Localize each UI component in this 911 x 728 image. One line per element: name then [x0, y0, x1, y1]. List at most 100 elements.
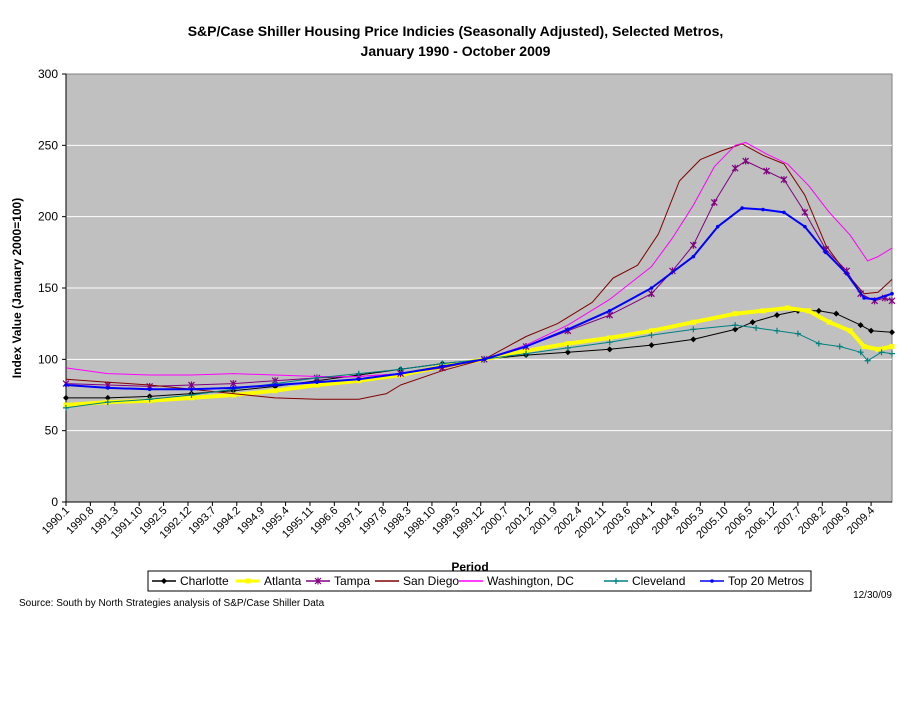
data-point-top-20-metros: [862, 296, 866, 300]
legend-label-charlotte: Charlotte: [180, 574, 229, 588]
data-point-top-20-metros: [844, 271, 849, 276]
source-note: Source: South by North Strategies analys…: [19, 598, 325, 609]
legend-label-top-20-metros: Top 20 Metros: [728, 574, 804, 588]
data-point-cleveland: [648, 332, 655, 339]
y-tick-label: 50: [45, 424, 59, 438]
data-point-atlanta: [649, 328, 655, 334]
legend-marker-tampa: [314, 577, 322, 585]
data-point-tampa: [188, 381, 195, 389]
data-point-cleveland: [815, 340, 822, 347]
data-point-cleveland: [690, 326, 697, 333]
date-stamp: 12/30/09: [853, 590, 892, 601]
data-point-atlanta: [847, 328, 853, 334]
data-point-tampa: [606, 311, 614, 319]
data-point-atlanta: [314, 382, 320, 388]
legend-label-san-diego: San Diego: [403, 574, 459, 588]
data-point-top-20-metros: [740, 206, 744, 210]
data-point-atlanta: [565, 341, 571, 347]
data-point-cleveland: [146, 396, 153, 403]
data-point-top-20-metros: [566, 327, 570, 332]
chart-title-line-1: S&P/Case Shiller Housing Price Indicies …: [187, 23, 724, 39]
y-tick-label: 100: [38, 352, 58, 366]
data-point-atlanta: [732, 311, 738, 317]
data-point-tampa: [742, 157, 750, 165]
data-point-cleveland: [63, 404, 69, 411]
data-point-atlanta: [826, 319, 832, 325]
data-point-atlanta: [760, 308, 766, 314]
data-point-atlanta: [875, 346, 881, 352]
data-point-charlotte: [564, 349, 571, 356]
data-point-cleveland: [313, 374, 320, 381]
data-point-charlotte: [889, 329, 895, 336]
data-point-top-20-metros: [440, 364, 445, 369]
data-point-cleveland: [564, 344, 571, 351]
y-axis-title: Index Value (January 2000=100): [10, 198, 24, 378]
legend-marker-charlotte: [161, 578, 167, 584]
data-point-charlotte: [868, 327, 875, 334]
y-tick-label: 0: [51, 495, 58, 509]
data-point-charlotte: [606, 346, 613, 353]
legend-label-tampa: Tampa: [334, 574, 370, 588]
data-point-charlotte: [815, 307, 822, 314]
data-point-cleveland: [523, 350, 530, 357]
data-point-atlanta: [607, 335, 613, 341]
legend-marker-top-20-metros: [710, 579, 714, 583]
data-point-tampa: [801, 208, 809, 216]
data-point-atlanta: [861, 343, 867, 349]
legend-marker-atlanta: [245, 578, 251, 584]
data-point-cleveland: [857, 349, 864, 356]
legend-label-cleveland: Cleveland: [632, 574, 685, 588]
data-point-top-20-metros: [761, 207, 765, 212]
legend-label-washington-dc: Washington, DC: [487, 574, 574, 588]
series-line-top-20-metros: [65, 207, 893, 391]
data-point-atlanta: [272, 388, 278, 394]
data-point-charlotte: [732, 326, 739, 333]
data-point-top-20-metros: [607, 309, 612, 313]
series-line-san-diego: [65, 143, 893, 400]
data-point-charlotte: [648, 342, 655, 349]
y-axis-ticks: 0 50 100 150 200 250 300: [38, 67, 892, 509]
chart-title-line-2: January 1990 - October 2009: [360, 43, 551, 59]
data-point-charlotte: [690, 336, 697, 343]
data-point-tampa: [689, 241, 697, 249]
data-point-atlanta: [784, 305, 790, 311]
data-point-charlotte: [104, 394, 111, 401]
data-point-cleveland: [753, 324, 760, 331]
data-point-cleveland: [355, 370, 362, 377]
data-point-top-20-metros: [356, 377, 361, 382]
data-point-top-20-metros: [803, 224, 807, 229]
gridlines: [66, 144, 892, 432]
data-point-atlanta: [690, 319, 696, 325]
data-point-top-20-metros: [890, 291, 894, 296]
x-tick-label: 2009.4: [845, 505, 877, 537]
data-point-top-20-metros: [872, 297, 877, 302]
data-point-cleveland: [188, 392, 195, 398]
legend-marker-cleveland: [613, 578, 619, 584]
data-point-cleveland: [864, 357, 871, 364]
data-point-charlotte: [857, 322, 864, 329]
data-point-top-20-metros: [715, 224, 720, 229]
data-point-top-20-metros: [398, 371, 403, 376]
data-point-top-20-metros: [823, 250, 828, 255]
legend-label-atlanta: Atlanta: [264, 574, 302, 588]
data-point-top-20-metros: [147, 387, 152, 392]
data-point-top-20-metros: [524, 344, 528, 349]
legend: Charlotte Atlanta Tampa San Diego Washington…: [152, 574, 804, 588]
data-point-cleveland: [104, 399, 111, 406]
data-point-cleveland: [889, 350, 895, 357]
data-point-top-20-metros: [106, 386, 110, 390]
data-point-top-20-metros: [273, 383, 277, 387]
data-point-top-20-metros: [649, 286, 654, 290]
y-tick-label: 200: [38, 210, 58, 224]
data-point-cleveland: [773, 327, 780, 334]
y-tick-label: 300: [38, 67, 58, 81]
data-point-tampa: [780, 176, 788, 184]
data-point-cleveland: [732, 322, 739, 329]
data-point-top-20-metros: [64, 383, 68, 387]
data-point-charlotte: [833, 310, 840, 317]
data-point-top-20-metros: [691, 254, 696, 259]
data-point-top-20-metros: [782, 210, 786, 215]
data-point-tampa: [710, 198, 718, 206]
y-tick-label: 250: [38, 138, 58, 152]
